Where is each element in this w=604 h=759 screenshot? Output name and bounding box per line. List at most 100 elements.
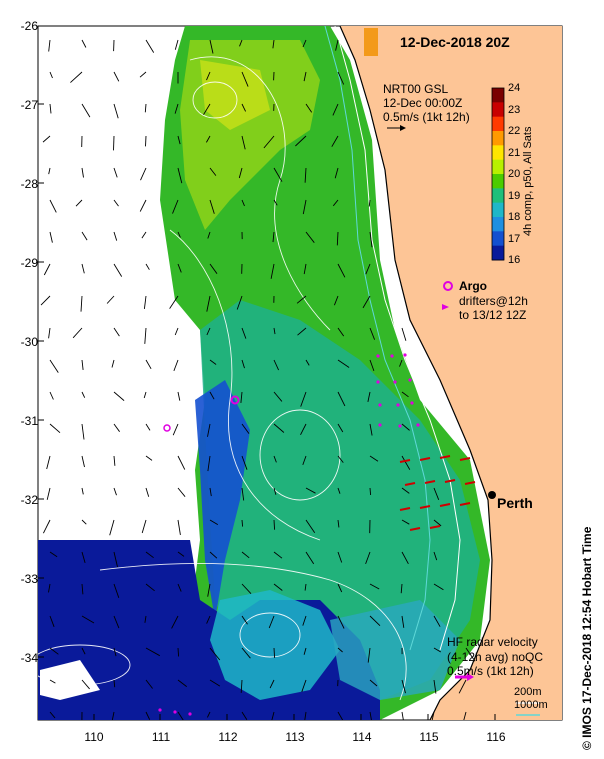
velocity-arrow	[273, 423, 285, 433]
velocity-arrow	[40, 295, 51, 306]
velocity-arrow	[49, 679, 56, 684]
velocity-arrow	[273, 519, 276, 530]
velocity-arrow	[305, 103, 313, 113]
velocity-arrow	[113, 135, 115, 151]
velocity-arrow	[141, 519, 147, 534]
velocity-arrow	[172, 199, 179, 214]
velocity-arrow	[113, 103, 119, 119]
velocity-arrow	[209, 679, 221, 687]
velocity-arrow	[296, 295, 307, 304]
drifter-point	[398, 424, 402, 428]
velocity-arrow	[401, 615, 405, 628]
velocity-arrow	[273, 199, 278, 206]
velocity-arrow	[81, 615, 95, 624]
velocity-arrow	[400, 583, 403, 594]
velocity-arrow	[304, 583, 307, 591]
drifter-point	[188, 712, 192, 716]
city-label-perth: Perth	[497, 495, 533, 511]
velocity-arrow	[143, 295, 147, 309]
velocity-arrow	[113, 199, 119, 207]
axis-ticks	[38, 25, 496, 720]
velocity-arrow	[177, 263, 182, 273]
velocity-arrow	[368, 199, 371, 207]
velocity-arrow	[206, 295, 211, 312]
velocity-arrow	[207, 423, 211, 437]
map-title: 12-Dec-2018 20Z	[400, 34, 510, 50]
radar-vector	[404, 482, 416, 486]
velocity-arrow	[173, 359, 179, 372]
velocity-arrow	[81, 423, 85, 440]
radar-vector	[439, 455, 451, 459]
velocity-arrow	[49, 103, 52, 114]
drifter-point	[378, 403, 382, 407]
velocity-arrow	[81, 167, 84, 178]
velocity-arrow	[113, 327, 120, 337]
colorbar-tick-label: 20	[508, 168, 521, 180]
velocity-arrow	[241, 711, 248, 720]
radar-vector	[419, 505, 431, 509]
velocity-arrow	[337, 647, 343, 653]
velocity-arrow	[241, 519, 244, 527]
velocity-arrow	[272, 39, 275, 49]
velocity-arrow	[209, 359, 217, 365]
velocity-arrow	[206, 711, 211, 718]
lon-tick-label: 116	[486, 730, 506, 744]
velocity-arrow	[305, 519, 316, 534]
velocity-arrow	[113, 231, 118, 241]
velocity-arrow	[209, 551, 218, 559]
velocity-arrow	[81, 583, 84, 595]
lat-tick-label: -26	[20, 19, 38, 33]
drifter-point	[376, 380, 380, 384]
velocity-arrow	[269, 679, 275, 689]
velocity-arrow	[297, 327, 307, 336]
velocity-arrow	[241, 647, 251, 659]
velocity-arrow	[333, 295, 339, 306]
velocity-arrow	[337, 551, 343, 563]
velocity-arrow	[49, 231, 53, 243]
argo-marker	[230, 395, 240, 405]
velocity-arrow	[145, 39, 155, 53]
velocity-arrow	[272, 231, 275, 243]
velocity-arrow	[300, 423, 307, 436]
velocity-arrow	[332, 103, 339, 116]
velocity-arrow	[433, 583, 444, 591]
velocity-arrow	[458, 679, 467, 694]
velocity-arrow	[111, 359, 115, 368]
velocity-arrow	[241, 103, 247, 112]
velocity-arrow	[109, 519, 115, 536]
drifter-point	[158, 708, 162, 712]
velocity-arrow	[433, 679, 437, 694]
velocity-arrow	[43, 263, 51, 276]
velocity-arrow	[401, 519, 410, 525]
velocity-arrow	[177, 391, 181, 401]
velocity-arrow	[273, 359, 280, 371]
velocity-arrow	[337, 391, 346, 407]
velocity-arrow	[49, 615, 55, 627]
velocity-arrow	[42, 135, 51, 143]
colorbar-segment	[492, 245, 504, 261]
velocity-arrow	[303, 71, 307, 82]
colorbar-tick-label: 17	[508, 232, 521, 245]
velocity-arrow	[113, 455, 116, 466]
hf-radar-scale: 0.5m/s (1kt 12h)	[447, 664, 534, 678]
velocity-arrow	[303, 647, 307, 655]
isobath-200m	[334, 26, 461, 651]
velocity-arrow	[206, 71, 211, 81]
velocity-arrow	[207, 455, 211, 472]
lon-tick-label: 115	[419, 730, 439, 744]
velocity-arrow	[177, 647, 180, 657]
hf-scale-arrowhead	[467, 673, 474, 681]
velocity-arrow	[337, 711, 344, 720]
argo-marker	[163, 424, 171, 432]
sst-cyan-eddy-2	[330, 600, 460, 700]
velocity-arrow	[206, 615, 211, 624]
velocity-arrow	[81, 39, 87, 48]
velocity-arrow	[207, 231, 211, 239]
velocity-arrow	[465, 647, 476, 662]
land	[340, 26, 562, 720]
argo-marker-legend	[443, 281, 453, 291]
velocity-arrow	[367, 647, 371, 663]
velocity-arrow	[49, 359, 59, 373]
velocity-arrow	[273, 647, 276, 658]
